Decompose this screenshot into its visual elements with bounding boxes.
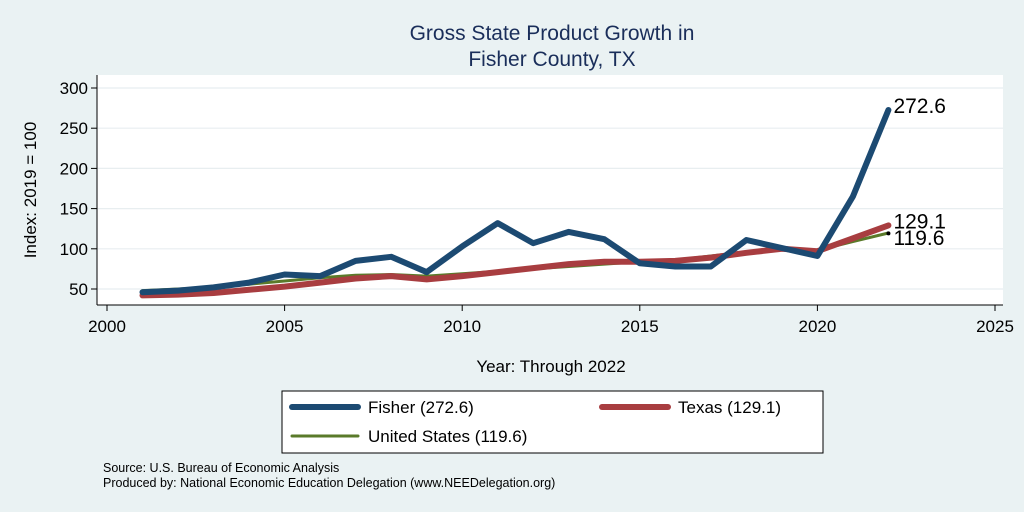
series-line-texas	[139, 222, 892, 299]
end-label-texas: 129.1	[893, 210, 946, 233]
x-axis-ticks: 2000 2005 2010 2015 2020 2025	[88, 305, 1014, 336]
legend	[281, 390, 824, 454]
source-note: Source: U.S. Bureau of Economic Analysis	[103, 461, 339, 475]
x-tick-label-2010: 2010	[443, 317, 481, 336]
y-tick-label-50: 50	[69, 280, 88, 299]
produced-by-note: Produced by: National Economic Education…	[103, 476, 555, 490]
gridlines	[97, 87, 1003, 290]
end-label-united-states: 119.6	[893, 227, 944, 250]
y-tick-label-150: 150	[60, 200, 88, 219]
x-tick-label-2020: 2020	[798, 317, 836, 336]
chart-title-line-2: Fisher County, TX	[468, 48, 635, 71]
legend-label-fisher: Fisher (272.6)	[368, 398, 474, 417]
legend-items: Fisher (272.6) Texas (129.1) United States…	[289, 398, 781, 446]
y-axis-label: Index: 2019 = 100	[21, 122, 40, 259]
legend-label-texas: Texas (129.1)	[678, 398, 781, 417]
end-label-fisher: 272.6	[893, 95, 946, 118]
y-axis-ticks: 50 100 150 200 250 300	[60, 79, 97, 299]
series-line-fisher	[139, 107, 892, 296]
x-tick-label-2015: 2015	[621, 317, 659, 336]
series-lines	[139, 107, 892, 299]
chart-title-line-1: Gross State Product Growth in	[410, 22, 695, 45]
x-tick-label-2005: 2005	[266, 317, 304, 336]
y-tick-label-300: 300	[60, 79, 88, 98]
legend-label-united-states: United States (119.6)	[368, 427, 527, 446]
y-tick-label-250: 250	[60, 119, 88, 138]
y-tick-label-200: 200	[60, 159, 88, 178]
plot-area	[97, 75, 1003, 305]
y-tick-label-100: 100	[60, 240, 88, 259]
x-tick-label-2000: 2000	[88, 317, 126, 336]
end-marker	[886, 231, 891, 236]
x-axis-label: Year: Through 2022	[476, 357, 625, 376]
x-tick-label-2025: 2025	[976, 317, 1014, 336]
